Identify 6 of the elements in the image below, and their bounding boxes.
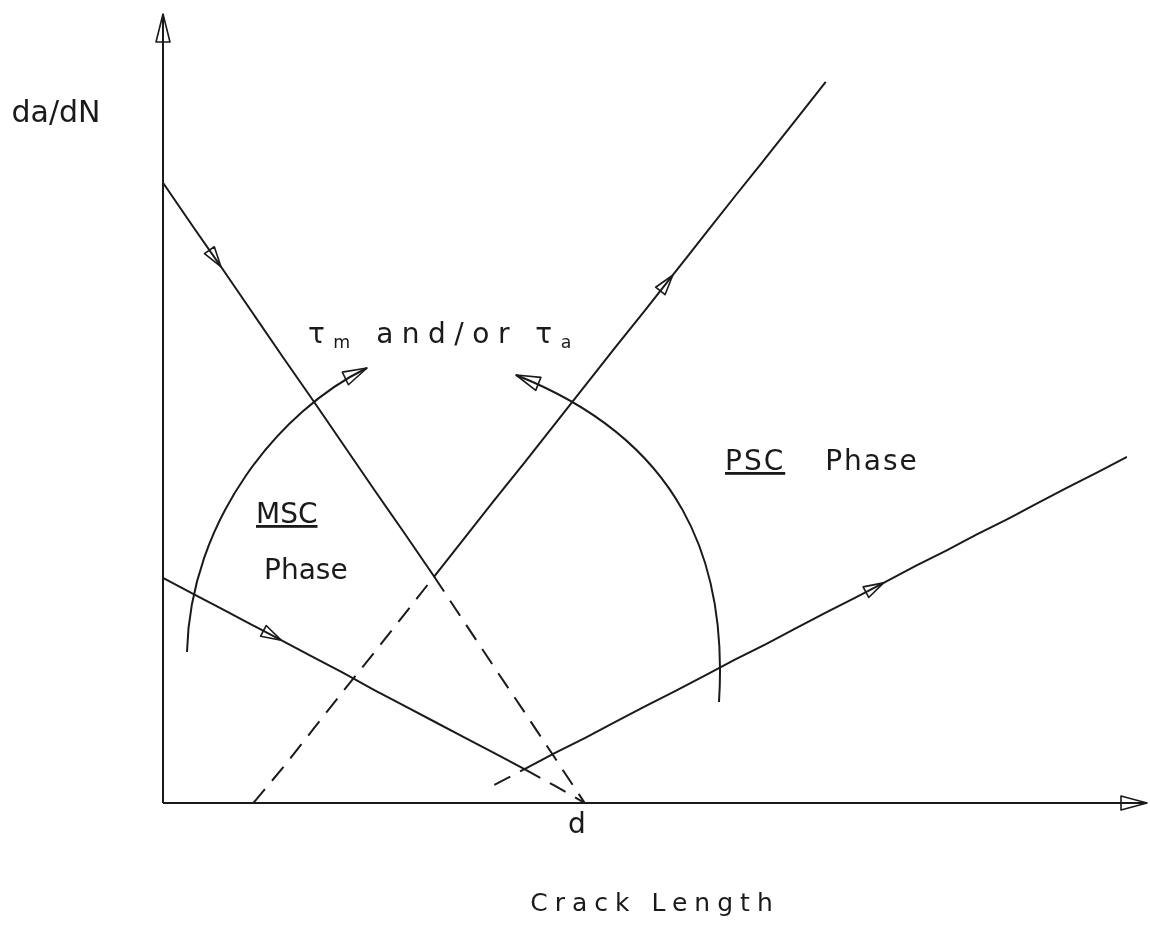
annotation: MSC Phase	[256, 497, 348, 586]
annotation: τ$_{m}$ and/or τ$_{a}$	[308, 317, 580, 353]
y-axis-title: da/dN	[11, 94, 101, 129]
text: d	[568, 807, 586, 840]
x-axis-title: Crack Length	[530, 888, 780, 917]
text: PSC Phase	[725, 444, 919, 477]
